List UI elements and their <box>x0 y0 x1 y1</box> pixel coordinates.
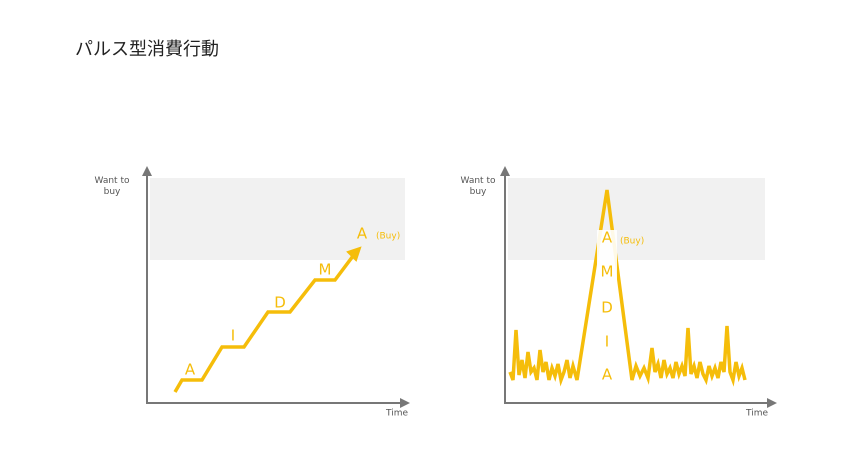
line-arrow <box>346 246 362 262</box>
buy-label: (Buy) <box>376 232 400 242</box>
y-axis-label: Want to buy <box>95 176 130 197</box>
axes <box>504 168 772 404</box>
stage: I <box>231 327 235 345</box>
label-line: Want to <box>461 176 496 186</box>
stage: M <box>319 261 332 279</box>
panel-right: Want to buy Time A I D M A (Buy) <box>461 166 777 419</box>
title: パルス型消費行動 <box>75 39 219 60</box>
x-axis-label: Time <box>745 409 768 419</box>
label-line: buy <box>104 187 121 197</box>
y-axis-label: Want to buy <box>461 176 496 197</box>
pulse-line <box>508 189 747 387</box>
panel-left: Want to buy Time A I D M A (Buy) <box>95 166 410 419</box>
stage: A <box>185 361 196 379</box>
buy-label: (Buy) <box>620 237 644 247</box>
staircase-line <box>173 250 358 393</box>
stage: I <box>605 333 609 351</box>
stage: D <box>274 294 286 312</box>
label-line: buy <box>470 187 487 197</box>
stage: A <box>602 229 613 247</box>
x-axis-label: Time <box>385 409 408 419</box>
axes <box>146 168 405 404</box>
label-line: Want to <box>95 176 130 186</box>
stage: M <box>601 263 614 281</box>
stage: A <box>357 225 368 243</box>
stage: A <box>602 366 613 384</box>
label-backdrop <box>597 230 617 385</box>
want-zone <box>508 178 765 260</box>
want-zone <box>150 178 405 260</box>
stage: D <box>601 299 613 317</box>
